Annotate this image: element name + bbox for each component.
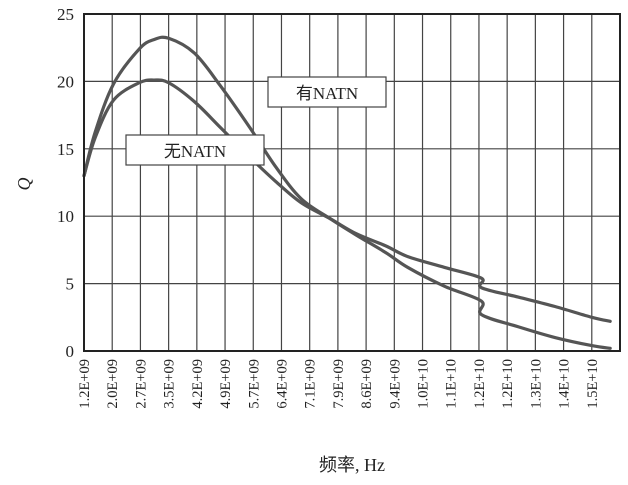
legend-box: [125, 134, 265, 166]
legend-box: [267, 76, 387, 108]
x-tick-label: 4.2E+09: [190, 359, 206, 409]
legend-item-2: 无NATN: [125, 134, 265, 166]
y-tick-label: 10: [57, 207, 74, 226]
x-tick-label: 1.2E+09: [77, 359, 93, 409]
x-tick-label: 3.5E+09: [162, 359, 178, 409]
y-tick-label: 25: [57, 5, 74, 24]
y-tick-label: 5: [66, 275, 75, 294]
legend-label: 有NATN: [296, 84, 358, 103]
x-tick-label: 1.2E+10: [472, 359, 488, 409]
x-tick-label: 1.0E+10: [416, 359, 432, 409]
plot-frame: [83, 13, 621, 352]
x-tick-label: 5.7E+09: [246, 359, 262, 409]
x-axis-ticks: 1.2E+09 2.0E+09 2.7E+09 3.5E+09 4.2E+09 4.9E+…: [77, 359, 601, 409]
x-tick-label: 6.4E+09: [274, 359, 290, 409]
legend-layer: 有NATN 无NATN: [125, 76, 387, 166]
x-tick-label: 7.9E+09: [331, 359, 347, 409]
x-tick-label: 8.6E+09: [359, 359, 375, 409]
x-tick-label: 1.3E+10: [528, 359, 544, 409]
y-axis-ticks: 0 5 10 15 20 25: [57, 5, 74, 361]
legend-label: 无NATN: [164, 142, 226, 161]
x-tick-label: 9.4E+09: [387, 359, 403, 409]
x-tick-label: 1.4E+10: [557, 359, 573, 409]
x-tick-label: 1.1E+10: [444, 359, 460, 409]
x-tick-label: 2.7E+09: [133, 359, 149, 409]
grid-layer: [84, 14, 620, 351]
y-axis-label: Q: [14, 178, 34, 191]
y-tick-label: 15: [57, 140, 74, 159]
x-tick-label: 1.5E+10: [585, 359, 601, 409]
series-layer: [82, 35, 612, 350]
x-axis-label: 频率, Hz: [319, 455, 385, 475]
x-tick-label: 2.0E+09: [105, 359, 121, 409]
legend-item-1: 有NATN: [267, 76, 387, 108]
x-tick-label: 4.9E+09: [218, 359, 234, 409]
x-tick-label: 7.1E+09: [303, 359, 319, 409]
x-tick-label: 1.2E+10: [500, 359, 516, 409]
y-tick-label: 0: [66, 342, 75, 361]
y-tick-label: 20: [57, 72, 74, 91]
series-line-2: [82, 78, 612, 323]
